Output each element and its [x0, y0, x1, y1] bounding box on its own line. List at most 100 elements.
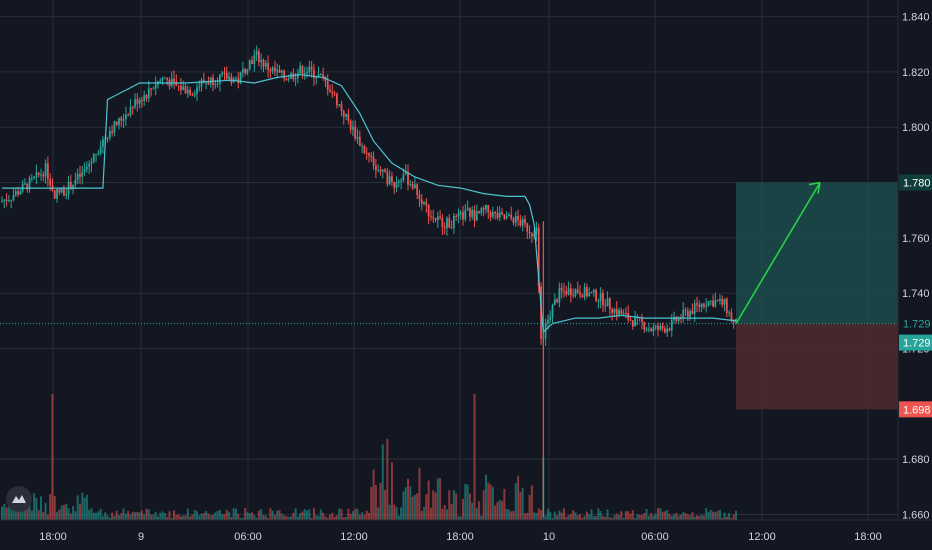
- volume-bar: [218, 510, 221, 520]
- candle-body: [219, 74, 221, 84]
- volume-bar: [549, 511, 552, 520]
- candle-body: [700, 303, 703, 307]
- volume-bar: [698, 516, 701, 520]
- price-axis[interactable]: [898, 0, 932, 520]
- volume-bar: [618, 514, 621, 520]
- candle-body: [519, 220, 522, 226]
- volume-bar: [427, 480, 430, 520]
- volume-bar: [379, 482, 382, 520]
- candle-body: [579, 292, 581, 295]
- candle-body: [175, 81, 178, 86]
- volume-bar: [377, 507, 380, 520]
- volume-bar: [546, 508, 549, 520]
- tradingview-logo[interactable]: [6, 486, 32, 512]
- volume-bar: [507, 509, 510, 520]
- time-tick-label: 10: [543, 531, 555, 543]
- volume-bar: [42, 511, 45, 520]
- volume-bar: [450, 504, 453, 520]
- candle-body: [182, 86, 185, 91]
- volume-bar: [88, 509, 91, 520]
- time-axis-ticks[interactable]: 18:00 9 06:00 12:00 18:00 10 06:00 12:00 18:00: [39, 531, 882, 543]
- volume-bar: [81, 492, 84, 520]
- volume-bar: [374, 485, 377, 520]
- candle-body: [643, 321, 646, 330]
- volume-bar: [356, 508, 359, 520]
- candle-body: [602, 293, 604, 306]
- candle-body: [650, 328, 653, 332]
- candle-body: [81, 172, 84, 177]
- candle-body: [485, 205, 487, 210]
- volume-bar: [402, 491, 405, 520]
- candle-body: [693, 303, 696, 314]
- volume-bar: [475, 507, 478, 520]
- candle-body: [556, 299, 558, 303]
- candle-body: [391, 176, 393, 182]
- target-zone[interactable]: [736, 182, 898, 324]
- volume-bar: [712, 511, 715, 520]
- volume-bar: [354, 508, 357, 520]
- volume-bar: [221, 514, 224, 520]
- candle-body: [278, 69, 281, 73]
- candle-body: [553, 299, 556, 306]
- volume-bar: [200, 513, 203, 520]
- volume-bar: [441, 508, 444, 520]
- candle-body: [528, 231, 531, 234]
- candle-body: [347, 113, 350, 121]
- moving-average-line: [2, 74, 737, 334]
- candle-body: [590, 292, 593, 294]
- candle-body: [221, 72, 224, 75]
- volume-bar: [400, 507, 403, 520]
- volume-bar: [122, 508, 125, 520]
- volume-bar: [99, 508, 102, 520]
- candle-body: [599, 293, 602, 301]
- candle-body: [228, 76, 230, 79]
- volume-bar: [585, 511, 588, 520]
- volume-bar: [19, 503, 22, 520]
- candle-body: [198, 86, 201, 88]
- candle-body: [363, 145, 366, 154]
- volume-bar: [590, 509, 593, 520]
- candle-body: [622, 312, 625, 315]
- candle-body: [306, 72, 308, 74]
- volume-bar: [459, 516, 462, 520]
- candle-body: [60, 188, 63, 193]
- candle-body: [475, 211, 478, 221]
- candle-body: [225, 72, 228, 79]
- volume-bar: [510, 511, 513, 520]
- volume-bar: [306, 510, 309, 520]
- last-price-tag: [899, 334, 932, 351]
- volume-bar: [691, 512, 694, 520]
- volume-bar: [317, 515, 320, 520]
- volume-bar: [368, 512, 370, 520]
- candle-body: [370, 155, 373, 158]
- volume-bar: [659, 508, 662, 520]
- stop-zone[interactable]: [736, 323, 898, 410]
- volume-bar: [241, 517, 244, 520]
- volume-bar: [23, 506, 26, 520]
- volume-bar: [721, 517, 724, 520]
- candle-body: [303, 73, 306, 75]
- candle-body: [319, 74, 322, 76]
- volume-bar: [480, 515, 483, 520]
- volume-bar: [670, 515, 673, 520]
- candle-body: [349, 120, 352, 130]
- volume-bar: [28, 504, 31, 520]
- volume-bar: [51, 394, 54, 520]
- candle-body: [443, 227, 446, 229]
- volume-bar: [640, 514, 643, 520]
- candle-body: [102, 139, 104, 147]
- volume-bar: [301, 511, 304, 520]
- volume-bar: [1, 506, 3, 520]
- volume-bar: [436, 478, 439, 520]
- volume-bar: [262, 515, 265, 520]
- volume-bar: [445, 509, 448, 520]
- candle-body: [138, 100, 141, 104]
- candle-body: [10, 199, 13, 201]
- candle-body: [223, 72, 226, 74]
- price-axis-ticks: 1.8401.8201.8001.7801.7601.7401.7201.680…: [902, 12, 930, 522]
- time-tick-label: 18:00: [854, 531, 882, 543]
- candle-body: [377, 169, 380, 171]
- candle-body: [581, 294, 584, 298]
- candle-body: [611, 309, 614, 313]
